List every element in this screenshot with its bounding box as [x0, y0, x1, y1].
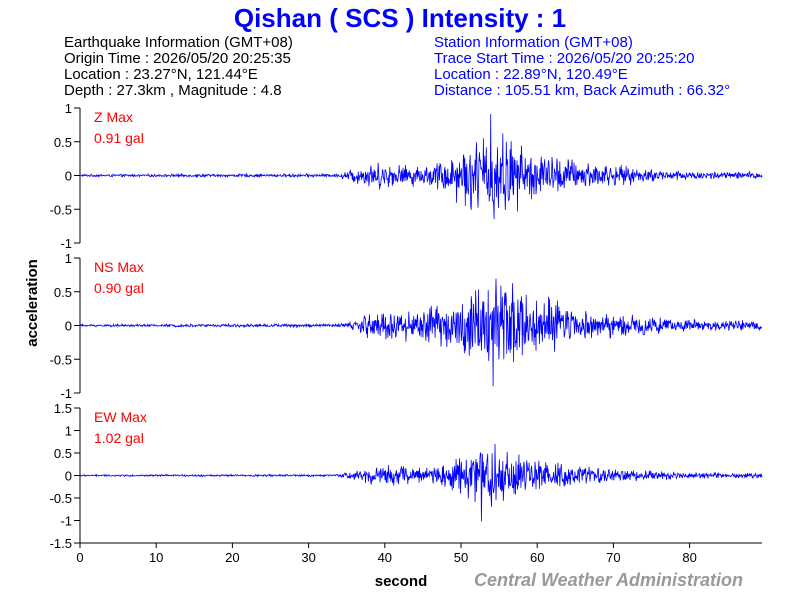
trace-start-time: Trace Start Time : 2026/05/20 20:25:20: [434, 50, 695, 67]
distance-azimuth: Distance : 105.51 km, Back Azimuth : 66.…: [434, 82, 731, 99]
trace-ns: [79, 278, 763, 387]
y-axis-label: acceleration: [24, 259, 41, 347]
y-tick-label: -0.5: [50, 352, 72, 367]
y-tick-label: 0: [65, 469, 72, 484]
y-tick-label: -1: [60, 514, 72, 529]
x-tick-label: 20: [225, 550, 239, 565]
x-tick-label: 80: [682, 550, 696, 565]
y-tick-label: 0.5: [54, 446, 72, 461]
depth-magnitude: Depth : 27.3km , Magnitude : 4.8: [64, 82, 282, 99]
credit-text: Central Weather Administration: [474, 570, 744, 590]
x-axis-label: second: [375, 573, 428, 590]
x-tick-label: 70: [606, 550, 620, 565]
max-label-ew: EW Max: [94, 409, 147, 425]
earthquake-info: Earthquake Information (GMT+08) Origin T…: [64, 35, 293, 99]
y-tick-label: 0.5: [54, 135, 72, 150]
x-tick-label: 50: [454, 550, 468, 565]
x-tick-label: 10: [149, 550, 163, 565]
epicenter-location: Location : 23.27°N, 121.44°E: [64, 66, 258, 83]
y-tick-label: 1: [65, 101, 72, 116]
max-label-z: Z Max: [94, 109, 133, 125]
y-tick-label: 1: [65, 424, 72, 439]
trace-ew: [79, 443, 763, 522]
y-tick-label: -1: [60, 386, 72, 401]
y-tick-label: -0.5: [50, 202, 72, 217]
y-tick-label: -1: [60, 236, 72, 251]
y-tick-label: -0.5: [50, 491, 72, 506]
max-value-ns: 0.90 gal: [94, 280, 144, 296]
x-tick-label: 40: [378, 550, 392, 565]
max-label-ns: NS Max: [94, 259, 144, 275]
station-info: Station Information (GMT+08) Trace Start…: [434, 35, 730, 99]
y-tick-label: 0.5: [54, 285, 72, 300]
y-tick-label: 0: [65, 169, 72, 184]
y-tick-label: -1.5: [50, 536, 72, 551]
station-info-heading: Station Information (GMT+08): [434, 34, 633, 51]
x-tick-label: 30: [301, 550, 315, 565]
trace-z: [79, 114, 763, 220]
max-value-z: 0.91 gal: [94, 130, 144, 146]
y-tick-label: 0: [65, 319, 72, 334]
earthquake-info-heading: Earthquake Information (GMT+08): [64, 34, 293, 51]
y-tick-label: 1.5: [54, 401, 72, 416]
x-tick-label: 0: [76, 550, 83, 565]
y-tick-label: 1: [65, 251, 72, 266]
x-tick-label: 60: [530, 550, 544, 565]
origin-time: Origin Time : 2026/05/20 20:25:35: [64, 50, 291, 67]
chart-title: Qishan ( SCS ) Intensity : 1: [233, 3, 567, 33]
station-location: Location : 22.89°N, 120.49°E: [434, 66, 628, 83]
max-value-ew: 1.02 gal: [94, 430, 144, 446]
